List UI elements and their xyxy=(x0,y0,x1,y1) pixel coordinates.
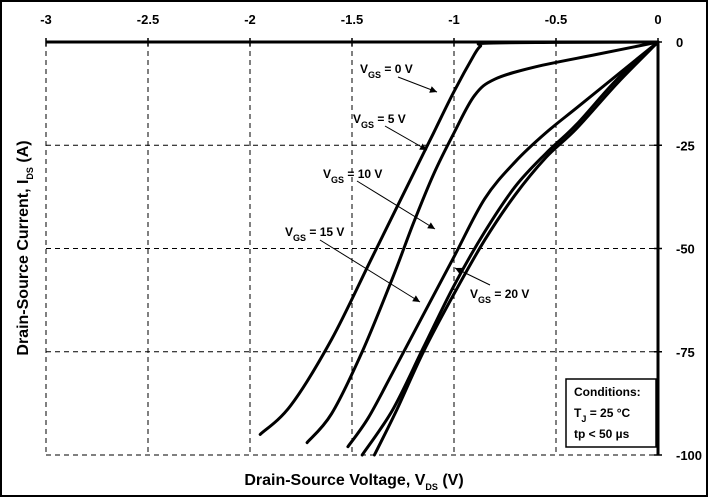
curve-label-arrowhead xyxy=(412,295,420,302)
x-tick-label: 0 xyxy=(654,12,661,27)
curve-label-arrow xyxy=(319,239,421,303)
x-tick-label: -1 xyxy=(448,12,460,27)
y-tick-label: -100 xyxy=(676,448,702,463)
conditions-temperature: TJ = 25 °C xyxy=(574,406,631,424)
curve-label-arrowhead xyxy=(455,267,463,275)
curve-vgs-2 xyxy=(346,40,660,449)
y-tick-label: 0 xyxy=(676,35,683,50)
conditions-box-border xyxy=(565,378,657,448)
curve-label-arrowhead xyxy=(427,222,435,229)
curve-vgs-4 xyxy=(372,40,660,457)
conditions-title: Conditions: xyxy=(574,385,641,399)
curve-label-vgs-4: VGS = 20 V xyxy=(470,287,529,305)
x-tick-label: -3 xyxy=(40,12,52,27)
x-tick-label: -2.5 xyxy=(137,12,159,27)
x-tick-label: -2 xyxy=(244,12,256,27)
grid-layer xyxy=(45,42,658,456)
y-tick-label: -50 xyxy=(676,242,695,257)
curve-label-layer: VGS = 0 V VGS = 5 V VGS = 10 V VGS = 15 V VG… xyxy=(285,62,529,305)
curve-label-arrow xyxy=(356,180,436,230)
curve-label-vgs-3: VGS = 15 V xyxy=(285,225,344,243)
y-tick-label: -75 xyxy=(676,345,695,360)
x-tick-label: -0.5 xyxy=(545,12,567,27)
x-tick-label: -1.5 xyxy=(341,12,363,27)
curve-vgs-3 xyxy=(360,40,660,457)
curve-layer xyxy=(258,40,660,457)
y-axis-title: Drain-Source Current, IDS (A) xyxy=(15,140,35,355)
curve-label-vgs-0: VGS = 0 V xyxy=(360,62,413,80)
curve-label-vgs-1: VGS = 5 V xyxy=(353,112,406,130)
curve-label-arrow xyxy=(384,125,428,151)
curve-vgs-1 xyxy=(305,40,660,445)
curve-vgs-0 xyxy=(258,40,660,436)
curve-label-arrowhead xyxy=(419,143,427,150)
y-tick-label: -25 xyxy=(676,138,695,153)
conditions-box: Conditions: TJ = 25 °C tp < 50 µs xyxy=(565,378,657,448)
curve-label-vgs-2: VGS = 10 V xyxy=(323,167,382,185)
curve-label-arrowhead xyxy=(429,86,437,93)
conditions-pulse-width: tp < 50 µs xyxy=(574,427,630,441)
x-axis-title: Drain-Source Voltage, VDS (V) xyxy=(244,472,463,492)
